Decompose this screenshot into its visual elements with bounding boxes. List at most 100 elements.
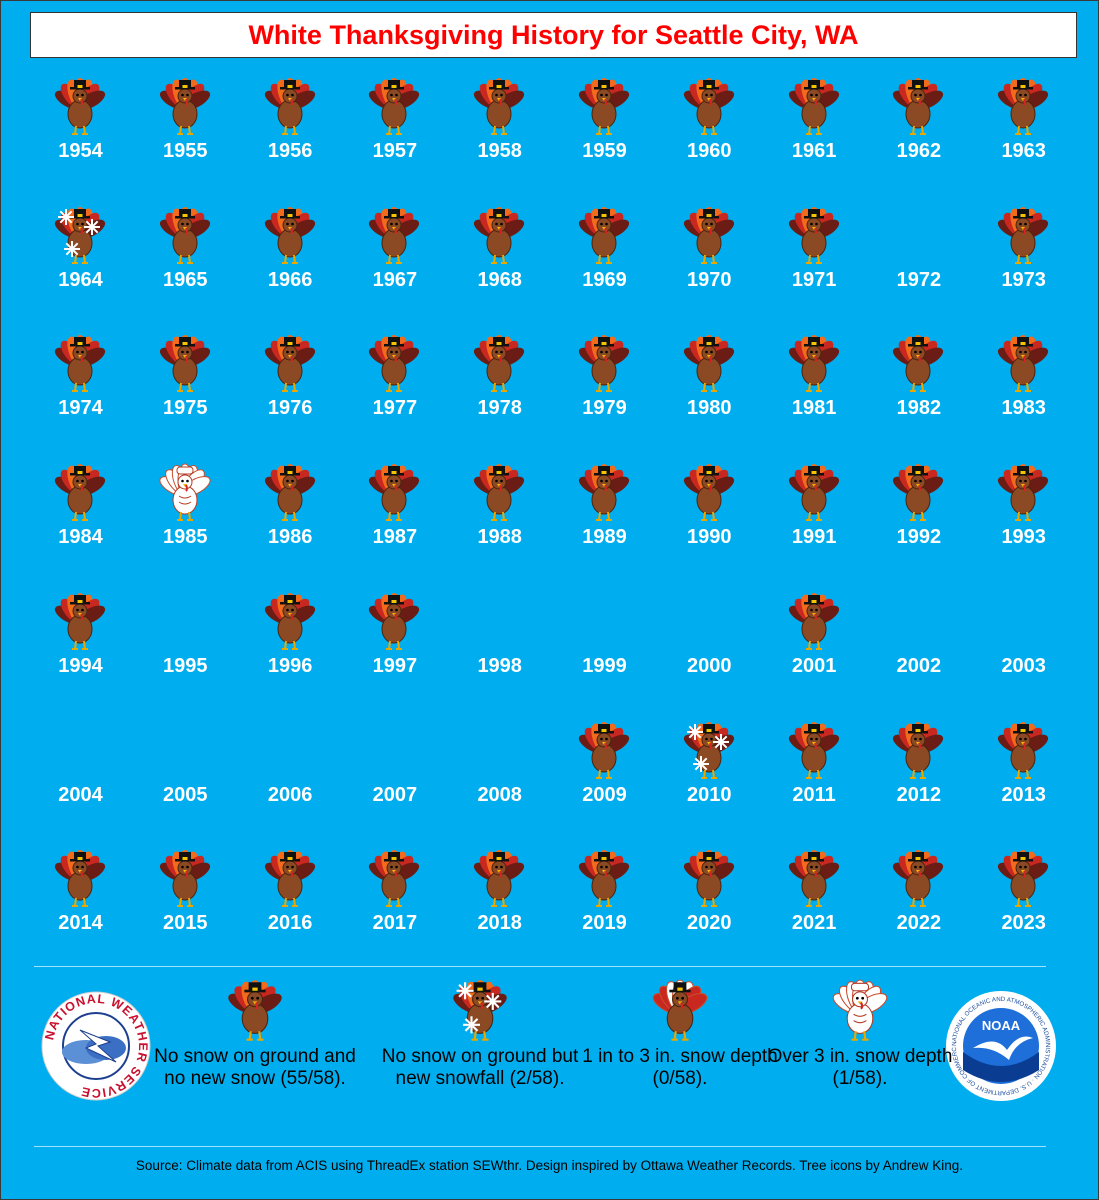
title-box: White Thanksgiving History for Seattle C… [30,12,1077,58]
year-cell: 1985 [133,456,238,584]
white-turkey-icon [159,462,211,524]
year-label: 1996 [267,654,313,677]
year-cell: 2023 [971,842,1076,970]
year-label: 1990 [687,526,732,549]
year-label: 2018 [477,912,522,935]
turkey-icon [159,333,211,395]
year-cell: 1987 [342,456,447,584]
turkey-icon [788,848,840,910]
year-cell: 2016 [238,842,343,970]
snowfall-turkey-icon [452,978,508,1044]
year-cell: 1979 [552,327,657,455]
turkey-icon [683,333,735,395]
year-label: 1992 [896,526,942,549]
turkey-icon [997,462,1049,524]
turkey-icon [683,205,735,267]
year-label: 2021 [791,912,837,935]
year-label: 2009 [582,783,627,806]
turkey-icon [788,462,840,524]
year-cell: 1997 [342,585,447,713]
turkey-icon [54,76,106,138]
turkey-icon [788,205,840,267]
noaa-wordmark: NOAA [982,1018,1021,1033]
year-cell: 1966 [238,199,343,327]
year-cell: 1986 [238,456,343,584]
turkey-icon [788,76,840,138]
turkey-icon [54,848,106,910]
nws-logo: NATIONAL WEATHER SERVICE [40,990,152,1102]
year-label: 2017 [372,912,418,935]
year-cell: 1993 [971,456,1076,584]
year-label: 1960 [687,140,732,162]
year-cell: 1977 [342,327,447,455]
turkey-icon [892,333,944,395]
turkey-icon [368,205,420,267]
year-label: 2012 [896,783,942,806]
year-label: 1981 [791,397,837,420]
year-cell: 1964 [28,199,133,327]
turkey-icon [54,462,106,524]
year-cell: 2004 [28,714,133,842]
year-cell: 1962 [866,70,971,198]
year-label: 2004 [58,783,103,806]
turkey-icon [788,591,840,653]
year-cell: 1983 [971,327,1076,455]
turkey-icon [578,333,630,395]
year-label: 1971 [791,268,837,291]
year-label: 1989 [582,526,627,549]
year-cell: 2006 [238,714,343,842]
year-cell: 2020 [657,842,762,970]
year-label: 2005 [163,783,208,806]
year-cell: 2005 [133,714,238,842]
source-note: Source: Climate data from ACIS using Thr… [135,1158,964,1173]
legend-item: No snow on ground but new snowfall (2/58… [382,970,578,1120]
turkey-icon [683,848,735,910]
year-label: 1982 [896,397,942,420]
year-label: 1958 [477,140,522,162]
year-label: 1979 [582,397,627,420]
snowfall-turkey-icon [54,205,106,267]
turkey-icon [368,848,420,910]
year-label: 1978 [477,397,522,420]
legend-text: No snow on ground but new snowfall (2/58… [381,1046,579,1089]
year-label: 2023 [1001,912,1046,935]
year-cell: 2017 [342,842,447,970]
turkey-icon [473,205,525,267]
year-cell: 1967 [342,199,447,327]
year-label: 1967 [372,268,418,291]
legend-item: 1 in to 3 in. snow depth (0/58). [582,970,778,1120]
year-label: 2006 [267,783,313,806]
year-cell: 2019 [552,842,657,970]
year-label: 2016 [267,912,313,935]
year-cell: 1959 [552,70,657,198]
turkey-icon [997,333,1049,395]
turkey-icon [788,333,840,395]
year-cell: 1980 [657,327,762,455]
turkey-icon [264,848,316,910]
year-label: 1987 [372,526,418,549]
turkey-icon [892,720,944,782]
year-label: 1974 [58,397,103,420]
year-cell: 2003 [971,585,1076,713]
year-cell: 1991 [762,456,867,584]
turkey-icon [54,333,106,395]
year-label: 1957 [372,140,418,162]
legend-text: Over 3 in. snow depth (1/58). [767,1046,953,1089]
turkey-icon [473,462,525,524]
legend-item: No snow on ground and no new snow (55/58… [154,970,356,1120]
legend: NATIONAL WEATHER SERVICE NOAA NATIONAL O… [0,970,1099,1140]
year-cell: 2011 [762,714,867,842]
year-label: 2010 [687,783,732,806]
year-cell: 1961 [762,70,867,198]
year-cell: 1994 [28,585,133,713]
year-label: 1964 [58,268,103,291]
year-cell: 1981 [762,327,867,455]
year-cell: 1972 [866,199,971,327]
year-cell: 2002 [866,585,971,713]
year-cell: 1988 [447,456,552,584]
year-label: 1985 [163,526,208,549]
divider [34,966,1046,967]
year-label: 1991 [791,526,837,549]
year-cell: 2022 [866,842,971,970]
year-cell: 1955 [133,70,238,198]
